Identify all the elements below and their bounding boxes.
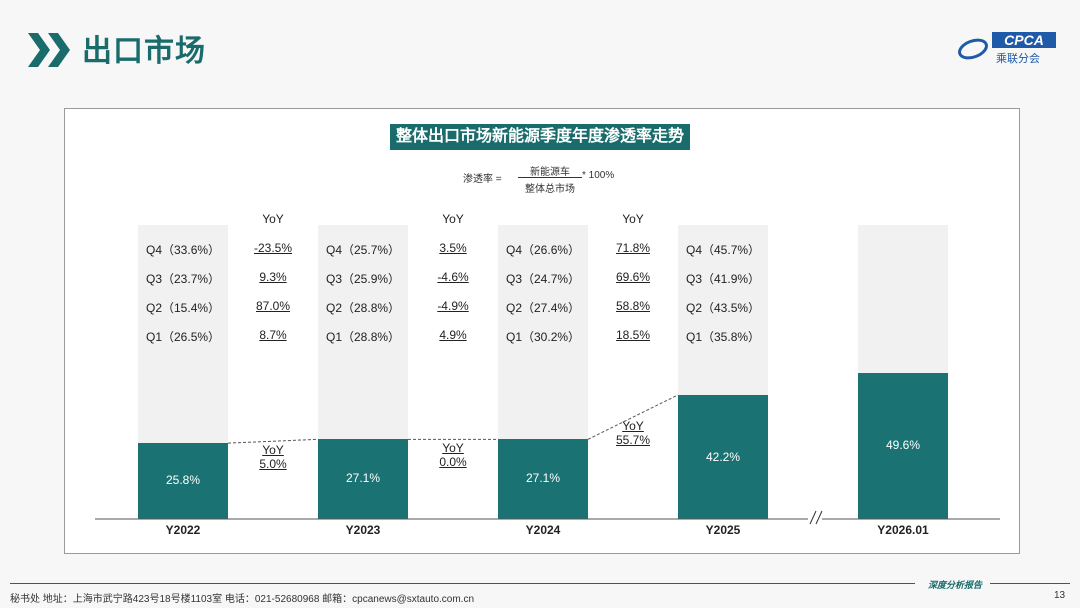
page-number: 13	[1054, 590, 1066, 601]
footer-divider	[10, 583, 915, 584]
x-tick-label: Y2023	[345, 523, 381, 537]
x-tick-label: Y2024	[525, 523, 561, 537]
quarter-label: Q1（28.8%）	[326, 330, 401, 344]
quarter-yoy-value: 69.6%	[615, 270, 651, 284]
quarter-yoy-value: 3.5%	[439, 241, 467, 255]
quarter-yoy-header: YoY	[442, 212, 464, 226]
quarter-yoy-value: -4.9%	[437, 299, 469, 313]
quarter-yoy-value: 8.7%	[259, 328, 287, 342]
quarter-label: Q2（43.5%）	[686, 301, 761, 315]
connector-line	[227, 438, 319, 444]
chevron-icon	[28, 33, 70, 67]
quarter-label: Q1（30.2%）	[506, 330, 581, 344]
formula-line	[518, 177, 582, 178]
formula-lhs: 渗透率 =	[463, 174, 502, 185]
quarter-label: Q4（25.7%）	[326, 243, 401, 257]
annual-yoy-label: YoY	[442, 441, 464, 456]
quarter-label: Q2（15.4%）	[146, 301, 221, 315]
quarter-yoy-value: -23.5%	[253, 241, 293, 255]
annual-yoy-value: 55.7%	[615, 433, 651, 448]
quarter-label: Q3（25.9%）	[326, 272, 401, 286]
quarter-label: Q2（28.8%）	[326, 301, 401, 315]
quarter-yoy-value: 4.9%	[439, 328, 467, 342]
quarter-label: Q2（27.4%）	[506, 301, 581, 315]
quarter-label: Q4（45.7%）	[686, 243, 761, 257]
formula-multiplier: * 100%	[582, 170, 615, 181]
footer-address: 秘书处 地址：上海市武宁路423号18号楼1103室 电话：021-526809…	[10, 594, 475, 605]
bar: 49.6%	[858, 373, 948, 519]
quarter-label: Q4（26.6%）	[506, 243, 581, 257]
quarter-yoy-value: 71.8%	[615, 241, 651, 255]
formula-numerator: 新能源车	[530, 167, 570, 178]
quarter-label: Q3（24.7%）	[506, 272, 581, 286]
quarter-yoy-value: 18.5%	[615, 328, 651, 342]
quarter-yoy-value: 87.0%	[255, 299, 291, 313]
page-title: 出口市场	[82, 35, 206, 68]
annual-yoy-label: YoY	[262, 443, 284, 458]
quarter-label: Q1（26.5%）	[146, 330, 221, 344]
quarter-yoy-value: -4.6%	[437, 270, 469, 284]
axis-break-mark	[815, 510, 823, 525]
quarter-yoy-header: YoY	[262, 212, 284, 226]
bar: 25.8%	[138, 443, 228, 519]
quarter-yoy-header: YoY	[622, 212, 644, 226]
quarter-label: Q1（35.8%）	[686, 330, 761, 344]
quarter-label: Q3（23.7%）	[146, 272, 221, 286]
bar: 27.1%	[318, 439, 408, 519]
chart-title: 整体出口市场新能源季度年度渗透率走势	[390, 124, 690, 150]
logo-subtext: 乘联分会	[996, 53, 1040, 65]
x-tick-label: Y2026.01	[877, 523, 929, 537]
annual-yoy-value: 0.0%	[439, 455, 467, 470]
footer-tag: 深度分析报告	[928, 580, 983, 590]
annual-yoy-value: 5.0%	[259, 457, 287, 472]
logo-emblem-icon	[958, 38, 988, 60]
connector-line	[587, 394, 679, 440]
formula-denominator: 整体总市场	[525, 184, 575, 195]
logo-text: CPCA	[992, 32, 1056, 48]
cpca-logo: CPCA 乘联分会	[958, 32, 1058, 66]
annual-yoy-label: YoY	[622, 419, 644, 434]
quarter-label: Q4（33.6%）	[146, 243, 221, 257]
quarter-yoy-value: 58.8%	[615, 299, 651, 313]
x-tick-label: Y2025	[705, 523, 741, 537]
axis-break-mark	[809, 510, 817, 525]
bar: 42.2%	[678, 394, 768, 519]
bar: 27.1%	[498, 439, 588, 519]
quarter-yoy-value: 9.3%	[259, 270, 287, 284]
footer-divider-right	[990, 583, 1070, 584]
quarter-label: Q3（41.9%）	[686, 272, 761, 286]
x-tick-label: Y2022	[165, 523, 201, 537]
